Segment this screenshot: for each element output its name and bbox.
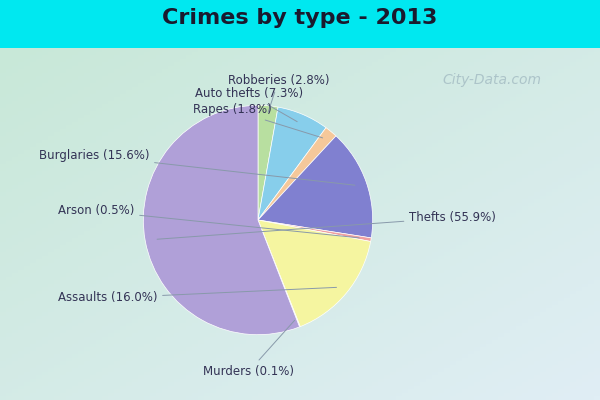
Text: Crimes by type - 2013: Crimes by type - 2013: [163, 8, 437, 28]
Text: Auto thefts (7.3%): Auto thefts (7.3%): [195, 87, 303, 122]
Text: Assaults (16.0%): Assaults (16.0%): [58, 287, 337, 304]
Wedge shape: [258, 220, 300, 327]
Wedge shape: [258, 220, 371, 242]
Wedge shape: [143, 105, 299, 335]
Text: Murders (0.1%): Murders (0.1%): [203, 320, 295, 378]
Text: Robberies (2.8%): Robberies (2.8%): [228, 74, 329, 112]
Wedge shape: [258, 105, 278, 220]
Text: Rapes (1.8%): Rapes (1.8%): [193, 104, 323, 138]
Wedge shape: [258, 136, 373, 238]
Wedge shape: [258, 128, 336, 220]
Text: City-Data.com: City-Data.com: [442, 73, 542, 87]
Text: Burglaries (15.6%): Burglaries (15.6%): [38, 149, 355, 185]
Wedge shape: [258, 107, 326, 220]
Wedge shape: [258, 220, 371, 327]
Text: Arson (0.5%): Arson (0.5%): [58, 204, 359, 238]
Text: Thefts (55.9%): Thefts (55.9%): [157, 211, 496, 239]
